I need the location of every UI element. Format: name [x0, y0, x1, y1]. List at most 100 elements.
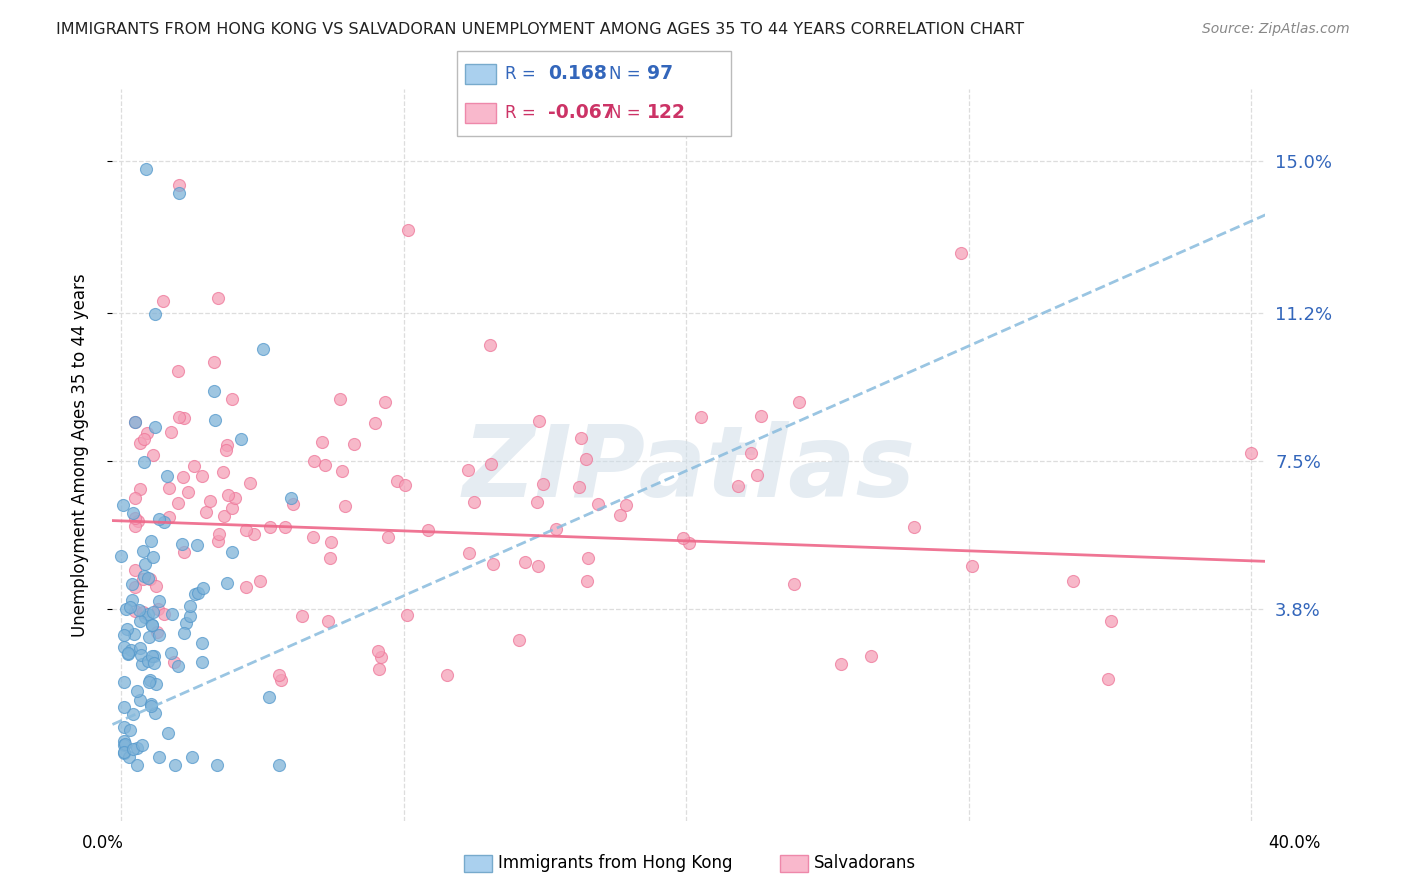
Text: Salvadorans: Salvadorans [814, 855, 917, 872]
Point [145, 676, 167, 690]
Point [436, 668, 458, 682]
Point [141, 697, 163, 711]
Point [136, 426, 159, 441]
Text: 0.0%: 0.0% [82, 834, 124, 852]
Point [124, 415, 146, 429]
Point [235, 580, 257, 594]
Point [122, 627, 145, 641]
Point [302, 530, 325, 544]
Point [115, 601, 138, 615]
Point [224, 491, 246, 506]
Point [333, 499, 356, 513]
Point [314, 458, 336, 472]
Point [257, 690, 280, 704]
Point [1097, 673, 1119, 687]
Point [370, 650, 392, 665]
Point [183, 458, 205, 473]
Point [783, 576, 806, 591]
Point [463, 495, 485, 509]
Point [138, 675, 160, 690]
Point [319, 551, 342, 566]
Point [131, 572, 153, 586]
Point [527, 414, 550, 428]
Point [689, 409, 711, 424]
Point [142, 605, 165, 619]
Point [217, 488, 239, 502]
Point [124, 519, 146, 533]
Point [672, 531, 695, 545]
Point [749, 409, 772, 424]
Text: 122: 122 [647, 103, 686, 122]
Point [124, 416, 146, 430]
Point [139, 673, 162, 687]
Text: N =: N = [609, 103, 640, 121]
Point [134, 610, 156, 624]
Point [166, 364, 188, 378]
Point [122, 741, 145, 756]
Point [280, 491, 302, 506]
Point [157, 726, 180, 740]
Y-axis label: Unemployment Among Ages 35 to 44 years: Unemployment Among Ages 35 to 44 years [70, 273, 89, 637]
Point [124, 604, 146, 618]
Point [508, 632, 530, 647]
Point [112, 745, 135, 759]
Point [259, 520, 281, 534]
Point [202, 384, 225, 398]
Point [112, 746, 135, 760]
Point [179, 599, 201, 613]
Point [129, 482, 152, 496]
Point [576, 574, 599, 588]
Point [860, 648, 883, 663]
Point [330, 464, 353, 478]
Point [575, 451, 598, 466]
Point [143, 307, 166, 321]
Point [112, 700, 135, 714]
Point [205, 757, 228, 772]
Point [124, 563, 146, 577]
Point [117, 647, 139, 661]
Point [416, 523, 439, 537]
Point [124, 491, 146, 506]
Point [221, 501, 243, 516]
Point [343, 437, 366, 451]
Point [252, 343, 274, 357]
Point [112, 628, 135, 642]
Point [157, 510, 180, 524]
Point [121, 577, 143, 591]
Point [170, 537, 193, 551]
Point [141, 618, 163, 632]
Point [157, 481, 180, 495]
Point [374, 395, 396, 409]
Point [249, 574, 271, 588]
Point [609, 508, 631, 522]
Point [569, 431, 592, 445]
Point [321, 535, 343, 549]
Point [242, 526, 264, 541]
Point [239, 476, 262, 491]
Point [576, 550, 599, 565]
Point [129, 648, 152, 662]
Point [311, 435, 333, 450]
Point [169, 186, 191, 200]
Point [191, 469, 214, 483]
Point [482, 558, 505, 572]
Point [143, 419, 166, 434]
Point [124, 580, 146, 594]
Point [136, 571, 159, 585]
Point [112, 640, 135, 655]
Point [167, 659, 190, 673]
Point [231, 432, 253, 446]
Point [526, 494, 548, 508]
Point [204, 413, 226, 427]
Point [112, 738, 135, 752]
Point [727, 479, 749, 493]
Point [367, 644, 389, 658]
Point [1240, 446, 1263, 460]
Point [950, 245, 973, 260]
Point [267, 668, 290, 682]
Text: N =: N = [609, 65, 640, 83]
Point [121, 593, 143, 607]
Text: 40.0%: 40.0% [1268, 834, 1322, 852]
Point [830, 657, 852, 671]
Point [142, 656, 165, 670]
